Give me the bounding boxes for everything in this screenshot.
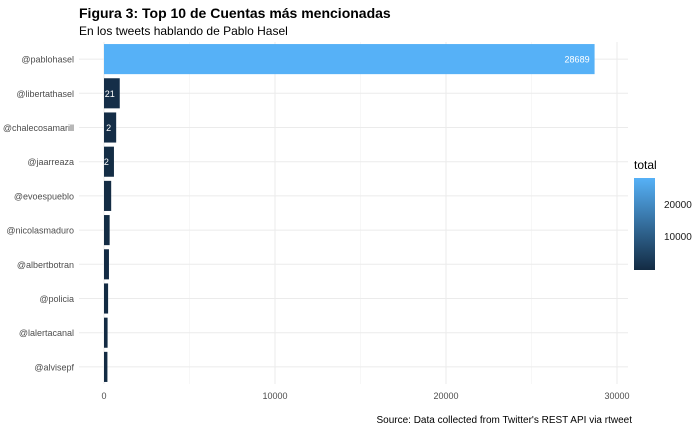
x-tick-label: 20000 [433,391,458,401]
data-label-libertathasel: 21 [105,89,115,99]
y-tick-label-jaarreaza: @jaarreaza [27,157,74,167]
legend-label-high: 20000 [664,200,692,212]
bar-lalertacanal [104,317,108,348]
y-tick-label-alvisepf: @alvisepf [34,362,74,372]
bar-jaarreaza [104,146,114,177]
bar-libertathasel [104,78,120,109]
legend-label-low: 10000 [664,232,692,244]
x-tick-label: 0 [101,391,106,401]
bar-pablohasel [104,44,595,75]
y-tick-label-evoespueblo: @evoespueblo [14,191,74,201]
bars [104,44,595,382]
legend-title: total [634,158,657,172]
y-axis-labels: @pablohasel @libertathasel @chalecosamaril… [3,55,75,373]
y-tick-label-chalecosamarill: @chalecosamarill [3,123,74,133]
chart-subtitle: En los tweets hablando de Pablo Hasel [79,24,288,38]
bar-nicolasmaduro [104,215,110,246]
y-tick-label-nicolasmaduro: @nicolasmaduro [6,226,74,236]
chart-caption: Source: Data collected from Twitter's RE… [376,415,632,426]
data-label-chalecosamarill: 2 [106,123,111,133]
chart-title: Figura 3: Top 10 de Cuentas más menciona… [79,5,391,21]
data-label-jaarreaza: 2 [104,157,109,167]
data-labels: 28689 21 2 2 [104,55,590,168]
y-tick-label-libertathasel: @libertathasel [16,89,74,99]
bar-albertbotran [104,249,109,280]
x-tick-label: 10000 [262,391,287,401]
y-tick-label-policia: @policia [39,294,74,304]
bar-alvisepf [104,351,108,382]
x-axis-labels: 0 10000 20000 30000 [101,391,629,401]
legend-colorbar [634,178,655,270]
x-tick-label: 30000 [604,391,629,401]
bar-chalecosamarill [104,112,117,143]
data-label-pablohasel: 28689 [565,55,590,65]
y-tick-label-pablohasel: @pablohasel [21,55,74,65]
bar-policia [104,283,109,314]
bar-evoespueblo [104,180,112,211]
y-tick-label-albertbotran: @albertbotran [17,260,74,270]
y-tick-label-lalertacanal: @lalertacanal [19,328,74,338]
grid-lines [79,42,628,384]
